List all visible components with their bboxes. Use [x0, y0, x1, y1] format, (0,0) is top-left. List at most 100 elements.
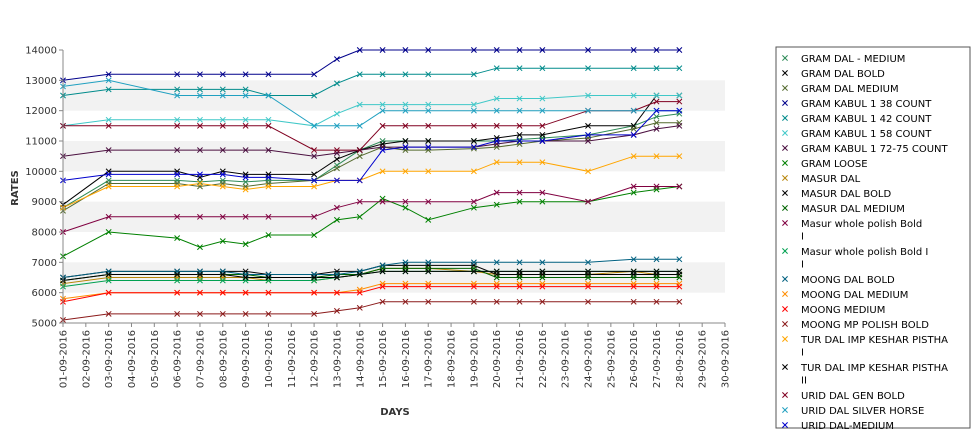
series-markers: [60, 47, 683, 323]
legend-marker: [782, 85, 788, 91]
y-tick-label: 5000: [32, 319, 57, 330]
data-point: [311, 289, 318, 296]
y-tick-label: 8000: [32, 228, 57, 239]
data-point: [630, 298, 637, 305]
data-point: [333, 122, 340, 129]
data-point: [676, 92, 683, 99]
data-point: [470, 204, 477, 211]
data-point: [630, 283, 637, 290]
y-tick-label: 7000: [32, 258, 57, 269]
data-point: [219, 171, 226, 178]
data-point: [105, 86, 112, 93]
x-tick-label: 06-09-2016: [173, 330, 184, 388]
y-tick-label: 12000: [25, 106, 57, 117]
data-point: [105, 71, 112, 78]
data-point: [356, 304, 363, 311]
data-point: [197, 71, 203, 78]
data-point: [379, 101, 386, 108]
data-point: [197, 310, 203, 317]
data-point: [402, 259, 409, 266]
data-point: [333, 307, 340, 314]
legend-label: MOONG MEDIUM: [801, 305, 885, 316]
data-point: [242, 116, 249, 123]
data-point: [470, 198, 477, 205]
legend-marker: [782, 220, 788, 226]
data-point: [539, 107, 546, 114]
data-point: [311, 122, 318, 129]
data-point: [425, 122, 432, 129]
data-point: [174, 213, 181, 220]
data-point: [676, 283, 683, 290]
legend: GRAM DAL - MEDIUM GRAM DAL BOLD GRAM DAL M…: [775, 46, 971, 429]
data-point: [197, 277, 203, 284]
data-point: [242, 147, 249, 154]
data-point: [402, 47, 409, 53]
data-point: [402, 107, 409, 114]
data-point: [402, 168, 409, 175]
data-point: [402, 268, 409, 275]
grid-bands: [63, 80, 725, 293]
data-point: [402, 204, 409, 211]
data-point: [653, 298, 660, 305]
legend-marker: [782, 175, 788, 181]
legend-label: TUR DAL IMP KESHAR PISTHA II: [800, 363, 948, 387]
legend-label: MASUR DAL: [801, 174, 861, 185]
data-point: [174, 310, 181, 317]
y-tick-label: 6000: [32, 288, 57, 299]
data-point: [265, 274, 272, 281]
data-point: [174, 235, 181, 242]
x-tick-label: 15-09-2016: [378, 330, 389, 388]
data-point: [539, 95, 546, 102]
data-point: [242, 274, 249, 281]
data-point: [676, 47, 683, 53]
data-point: [425, 47, 432, 53]
data-point: [630, 189, 637, 196]
data-point: [105, 77, 112, 84]
data-point: [539, 47, 546, 53]
x-tick-label: 22-09-2016: [538, 330, 549, 388]
data-point: [425, 216, 432, 223]
data-point: [379, 298, 386, 305]
data-point: [425, 283, 432, 290]
data-point: [265, 289, 272, 296]
data-point: [493, 259, 500, 266]
data-point: [402, 298, 409, 305]
data-point: [493, 122, 500, 129]
data-point: [516, 259, 523, 266]
data-point: [585, 268, 591, 275]
legend-label: GRAM DAL BOLD: [801, 69, 885, 80]
data-point: [493, 65, 500, 72]
data-point: [516, 131, 523, 138]
data-point: [676, 183, 683, 190]
data-point: [493, 159, 500, 166]
data-point: [630, 274, 637, 281]
data-point: [242, 174, 249, 181]
data-point: [333, 204, 340, 211]
legend-marker: [782, 190, 788, 196]
data-point: [242, 122, 249, 129]
data-point: [242, 310, 249, 317]
data-point: [425, 107, 432, 114]
data-point: [516, 283, 523, 290]
legend-marker: [782, 321, 788, 327]
x-tick-label: 26-09-2016: [629, 330, 640, 388]
data-point: [219, 238, 226, 245]
data-point: [197, 116, 203, 123]
data-point: [174, 183, 181, 190]
data-point: [676, 256, 683, 263]
data-point: [197, 92, 203, 99]
axes: [62, 50, 725, 324]
x-tick-label: 05-09-2016: [150, 330, 161, 388]
data-point: [356, 71, 363, 78]
data-point: [630, 268, 637, 275]
x-tick-label: 19-09-2016: [469, 330, 480, 388]
data-point: [493, 298, 500, 305]
series-line-16: [62, 301, 680, 321]
data-point: [356, 198, 363, 205]
data-point: [676, 107, 683, 114]
data-point: [493, 274, 500, 281]
data-point: [516, 107, 523, 114]
data-point: [356, 213, 363, 220]
data-point: [425, 144, 432, 151]
data-point: [265, 122, 272, 129]
